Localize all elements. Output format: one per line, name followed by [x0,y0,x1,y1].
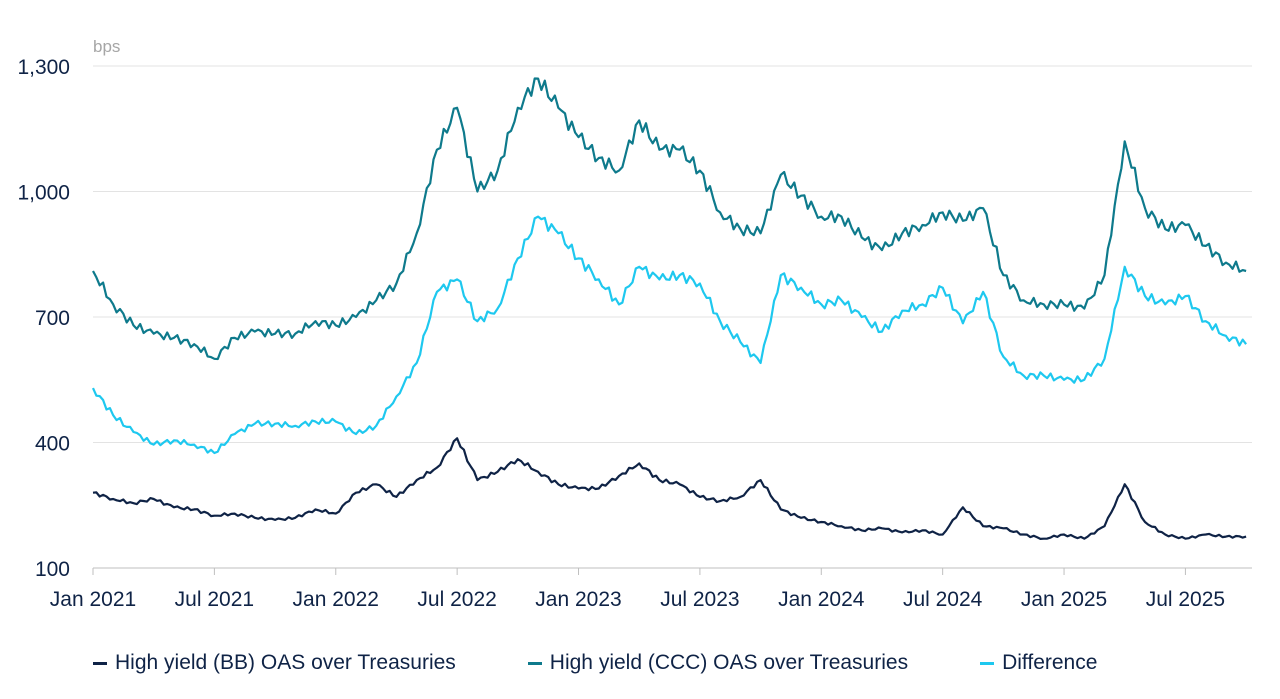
legend-label-ccc: High yield (CCC) OAS over Treasuries [549,651,909,674]
y-tick-label: 1,300 [17,56,70,79]
y-tick-label: 400 [35,433,70,456]
difference-series-line [91,215,1247,455]
x-tick-label: Jul 2021 [175,588,254,611]
legend-swatch-ccc [527,661,542,665]
y-tick-label: 1,000 [17,182,70,205]
legend-item-difference: Difference [980,651,1097,675]
legend-label-bb: High yield (BB) OAS over Treasuries [115,651,456,674]
y-tick-label: 700 [35,307,70,330]
legend-item-ccc: High yield (CCC) OAS over Treasuries [527,651,909,675]
legend: High yield (BB) OAS over Treasuries High… [93,651,1097,675]
y-axis-unit-label: bps [93,37,120,56]
x-tick-label: Jan 2022 [293,588,379,611]
legend-item-bb: High yield (BB) OAS over Treasuries [93,651,456,675]
x-axis-ticks: Jan 2021 Jul 2021 Jan 2022 Jul 2022 Jan 2023… [50,568,1225,611]
gridlines [93,65,1252,443]
legend-swatch-difference [980,661,995,665]
x-tick-label: Jan 2021 [50,588,136,611]
x-tick-label: Jul 2022 [417,588,496,611]
y-tick-label: 100 [35,558,70,581]
line-chart: bps 100 400 700 1,000 1,300 Jan 2021 Jul 2021… [17,37,1252,611]
x-tick-label: Jan 2023 [535,588,621,611]
ccc-series-line [92,77,1247,361]
legend-label-difference: Difference [1002,651,1098,674]
legend-swatch-bb [93,661,107,665]
x-tick-label: Jan 2025 [1021,588,1107,611]
x-tick-label: Jan 2024 [778,588,865,611]
x-tick-label: Jul 2023 [660,588,739,611]
series-lines [91,77,1247,541]
bb-series-line [92,437,1247,541]
x-tick-label: Jul 2024 [903,588,983,611]
x-tick-label: Jul 2025 [1146,588,1225,611]
y-axis-ticks: 100 400 700 1,000 1,300 [17,56,70,581]
